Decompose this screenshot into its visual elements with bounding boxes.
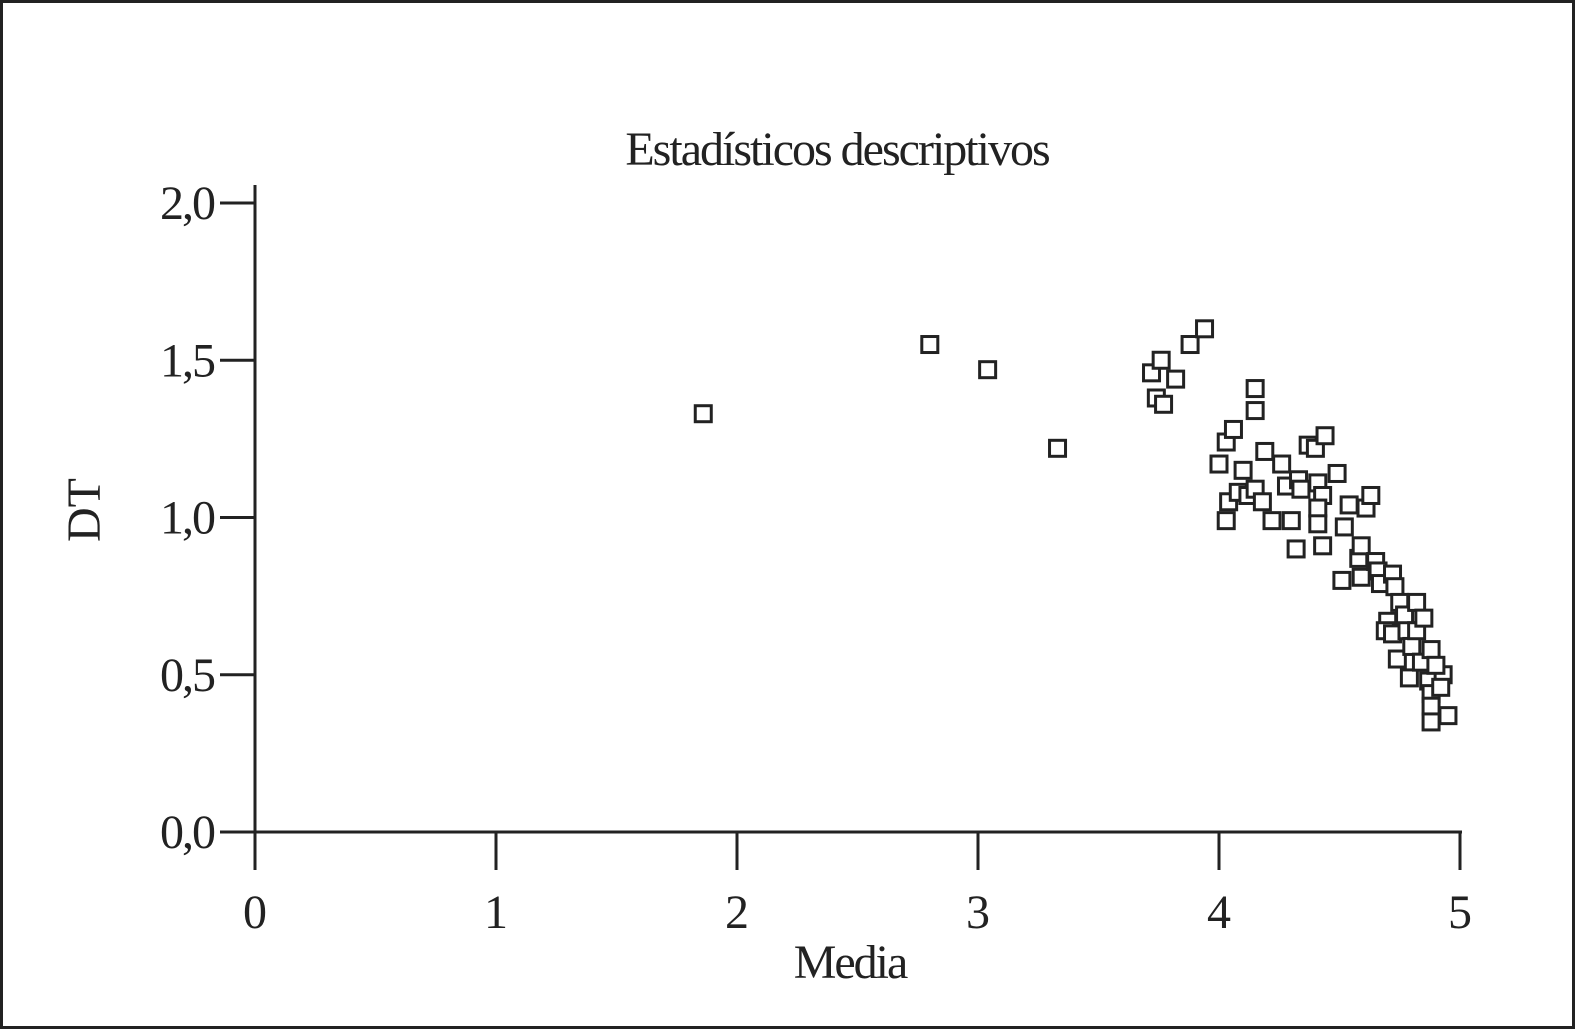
point <box>1154 394 1174 414</box>
point <box>1421 696 1441 716</box>
point <box>1414 608 1434 628</box>
point <box>1334 517 1354 537</box>
x-tick-label: 0 <box>243 886 267 939</box>
point <box>1223 419 1243 439</box>
point <box>1399 668 1419 688</box>
point <box>1151 350 1171 370</box>
point <box>1308 498 1328 518</box>
point <box>693 404 713 424</box>
x-tick-label: 3 <box>966 886 990 939</box>
point <box>1438 706 1458 726</box>
chart-title: Estadísticos descriptivos <box>625 123 1049 176</box>
y-tick-label: 0,5 <box>160 649 215 702</box>
point <box>1291 479 1311 499</box>
point <box>978 360 998 380</box>
point <box>1272 454 1292 474</box>
point <box>1351 567 1371 587</box>
point <box>920 335 940 355</box>
point <box>1402 636 1422 656</box>
point <box>1407 592 1427 612</box>
point <box>1332 570 1352 590</box>
x-tick-label: 4 <box>1207 886 1231 939</box>
x-tick-label: 5 <box>1448 886 1472 939</box>
point <box>1313 536 1333 556</box>
point <box>1281 511 1301 531</box>
y-tick-label: 0,0 <box>160 806 215 859</box>
point <box>1286 539 1306 559</box>
point <box>1421 640 1441 660</box>
point <box>1233 460 1253 480</box>
point <box>1048 438 1068 458</box>
point <box>1245 379 1265 399</box>
point <box>1327 463 1347 483</box>
y-tick-label: 1,5 <box>160 334 215 387</box>
y-axis-label: DT <box>58 478 111 542</box>
point <box>1166 369 1186 389</box>
point <box>1421 712 1441 732</box>
x-axis-label: Media <box>794 936 908 989</box>
point <box>1252 492 1272 512</box>
point <box>1262 511 1282 531</box>
point <box>1195 319 1215 339</box>
point <box>1308 514 1328 534</box>
point <box>1361 485 1381 505</box>
point <box>1387 649 1407 669</box>
point <box>1255 441 1275 461</box>
point <box>1245 401 1265 421</box>
point <box>1385 577 1405 597</box>
point <box>1426 655 1446 675</box>
y-tick-label: 2,0 <box>160 177 215 230</box>
y-tick-label: 1,0 <box>160 492 215 545</box>
point <box>1209 454 1229 474</box>
point <box>1216 511 1236 531</box>
x-tick-label: 1 <box>484 886 508 939</box>
x-tick-label: 2 <box>725 886 749 939</box>
point <box>1339 495 1359 515</box>
point <box>1351 536 1371 556</box>
point <box>1431 677 1451 697</box>
point <box>1315 426 1335 446</box>
point <box>1180 335 1200 355</box>
